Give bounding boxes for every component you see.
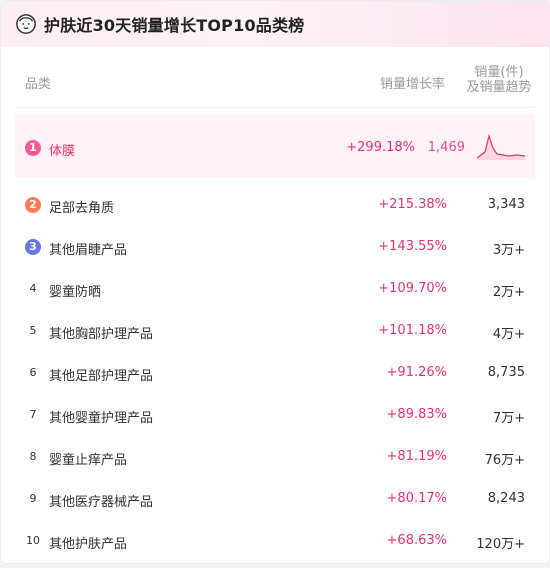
category-name: 其他医疗器械产品	[49, 495, 154, 510]
list-item[interactable]: 3 其他眉睫产品 +143.55% 3万+	[15, 226, 535, 268]
growth-rate: +91.26%	[386, 365, 447, 380]
category-name: 其他胸部护理产品	[49, 327, 154, 342]
sales-value: 120万+	[476, 537, 525, 552]
category-name: 其他护肤产品	[49, 537, 128, 552]
column-sales-line1: 销量(件)	[474, 65, 524, 80]
list-item[interactable]: 8 婴童止痒产品 +81.19% 76万+	[15, 436, 535, 478]
category-name: 婴童止痒产品	[49, 453, 128, 468]
sales-value: 7万+	[492, 411, 525, 426]
growth-rate: +101.18%	[378, 323, 447, 338]
rank-number: 1	[25, 140, 41, 156]
rank-number: 4	[29, 282, 37, 295]
list-item[interactable]: 4 婴童防晒 +109.70% 2万+	[15, 268, 535, 310]
rank-number: 7	[29, 408, 37, 421]
growth-rate: +109.70%	[378, 281, 447, 296]
rank-number: 8	[29, 450, 37, 463]
growth-rate: +299.18%	[346, 140, 415, 155]
page-title: 护肤近30天销量增长TOP10品类榜	[44, 16, 305, 35]
sales-value: 8,243	[487, 491, 525, 506]
sales-value: 8,735	[487, 365, 525, 380]
category-name: 体膜	[49, 144, 76, 159]
column-category: 品类	[25, 77, 52, 92]
rank-number: 2	[25, 197, 41, 213]
column-sales-trend: 销量(件) 及销量趋势	[463, 65, 535, 95]
category-name: 其他眉睫产品	[49, 243, 128, 258]
sales-value: 3,343	[487, 197, 525, 212]
list-item[interactable]: 10 其他护肤产品 +68.63% 120万+	[15, 520, 535, 562]
column-growth-rate: 销量增长率	[379, 77, 445, 92]
growth-rate: +80.17%	[386, 491, 447, 506]
category-name: 其他足部护理产品	[49, 369, 154, 384]
growth-rate: +68.63%	[386, 533, 447, 548]
list-item[interactable]: 5 其他胸部护理产品 +101.18% 4万+	[15, 310, 535, 352]
rank-number: 6	[29, 366, 37, 379]
sales-trend-sparkline	[477, 134, 525, 160]
sales-value: 1,469	[427, 140, 465, 155]
category-name: 足部去角质	[49, 201, 115, 216]
column-header-row: 品类 销量增长率 销量(件) 及销量趋势	[15, 47, 535, 108]
sales-value: 76万+	[484, 453, 525, 468]
sales-value: 2万+	[492, 285, 525, 300]
face-outline-icon	[16, 14, 36, 34]
rank-number: 3	[25, 239, 41, 255]
list-item[interactable]: 9 其他医疗器械产品 +80.17% 8,243	[15, 478, 535, 520]
growth-rate: +215.38%	[378, 197, 447, 212]
rank-number: 10	[26, 534, 40, 547]
growth-rate: +81.19%	[386, 449, 447, 464]
list-item[interactable]: 6 其他足部护理产品 +91.26% 8,735	[15, 352, 535, 394]
category-name: 婴童防晒	[49, 285, 102, 300]
card-header: 护肤近30天销量增长TOP10品类榜	[1, 1, 549, 47]
list-item[interactable]: 2 足部去角质 +215.38% 3,343	[15, 184, 535, 226]
rank-number: 5	[29, 324, 37, 337]
category-name: 其他婴童护理产品	[49, 411, 154, 426]
sales-value: 4万+	[492, 327, 525, 342]
list-item[interactable]: 7 其他婴童护理产品 +89.83% 7万+	[15, 394, 535, 436]
growth-rate: +89.83%	[386, 407, 447, 422]
column-sales-line2: 及销量趋势	[466, 80, 532, 95]
list-item[interactable]: 1 体膜 +299.18% 1,469	[15, 114, 535, 178]
rank-number: 9	[29, 492, 37, 505]
growth-rate: +143.55%	[378, 239, 447, 254]
sales-value: 3万+	[492, 243, 525, 258]
